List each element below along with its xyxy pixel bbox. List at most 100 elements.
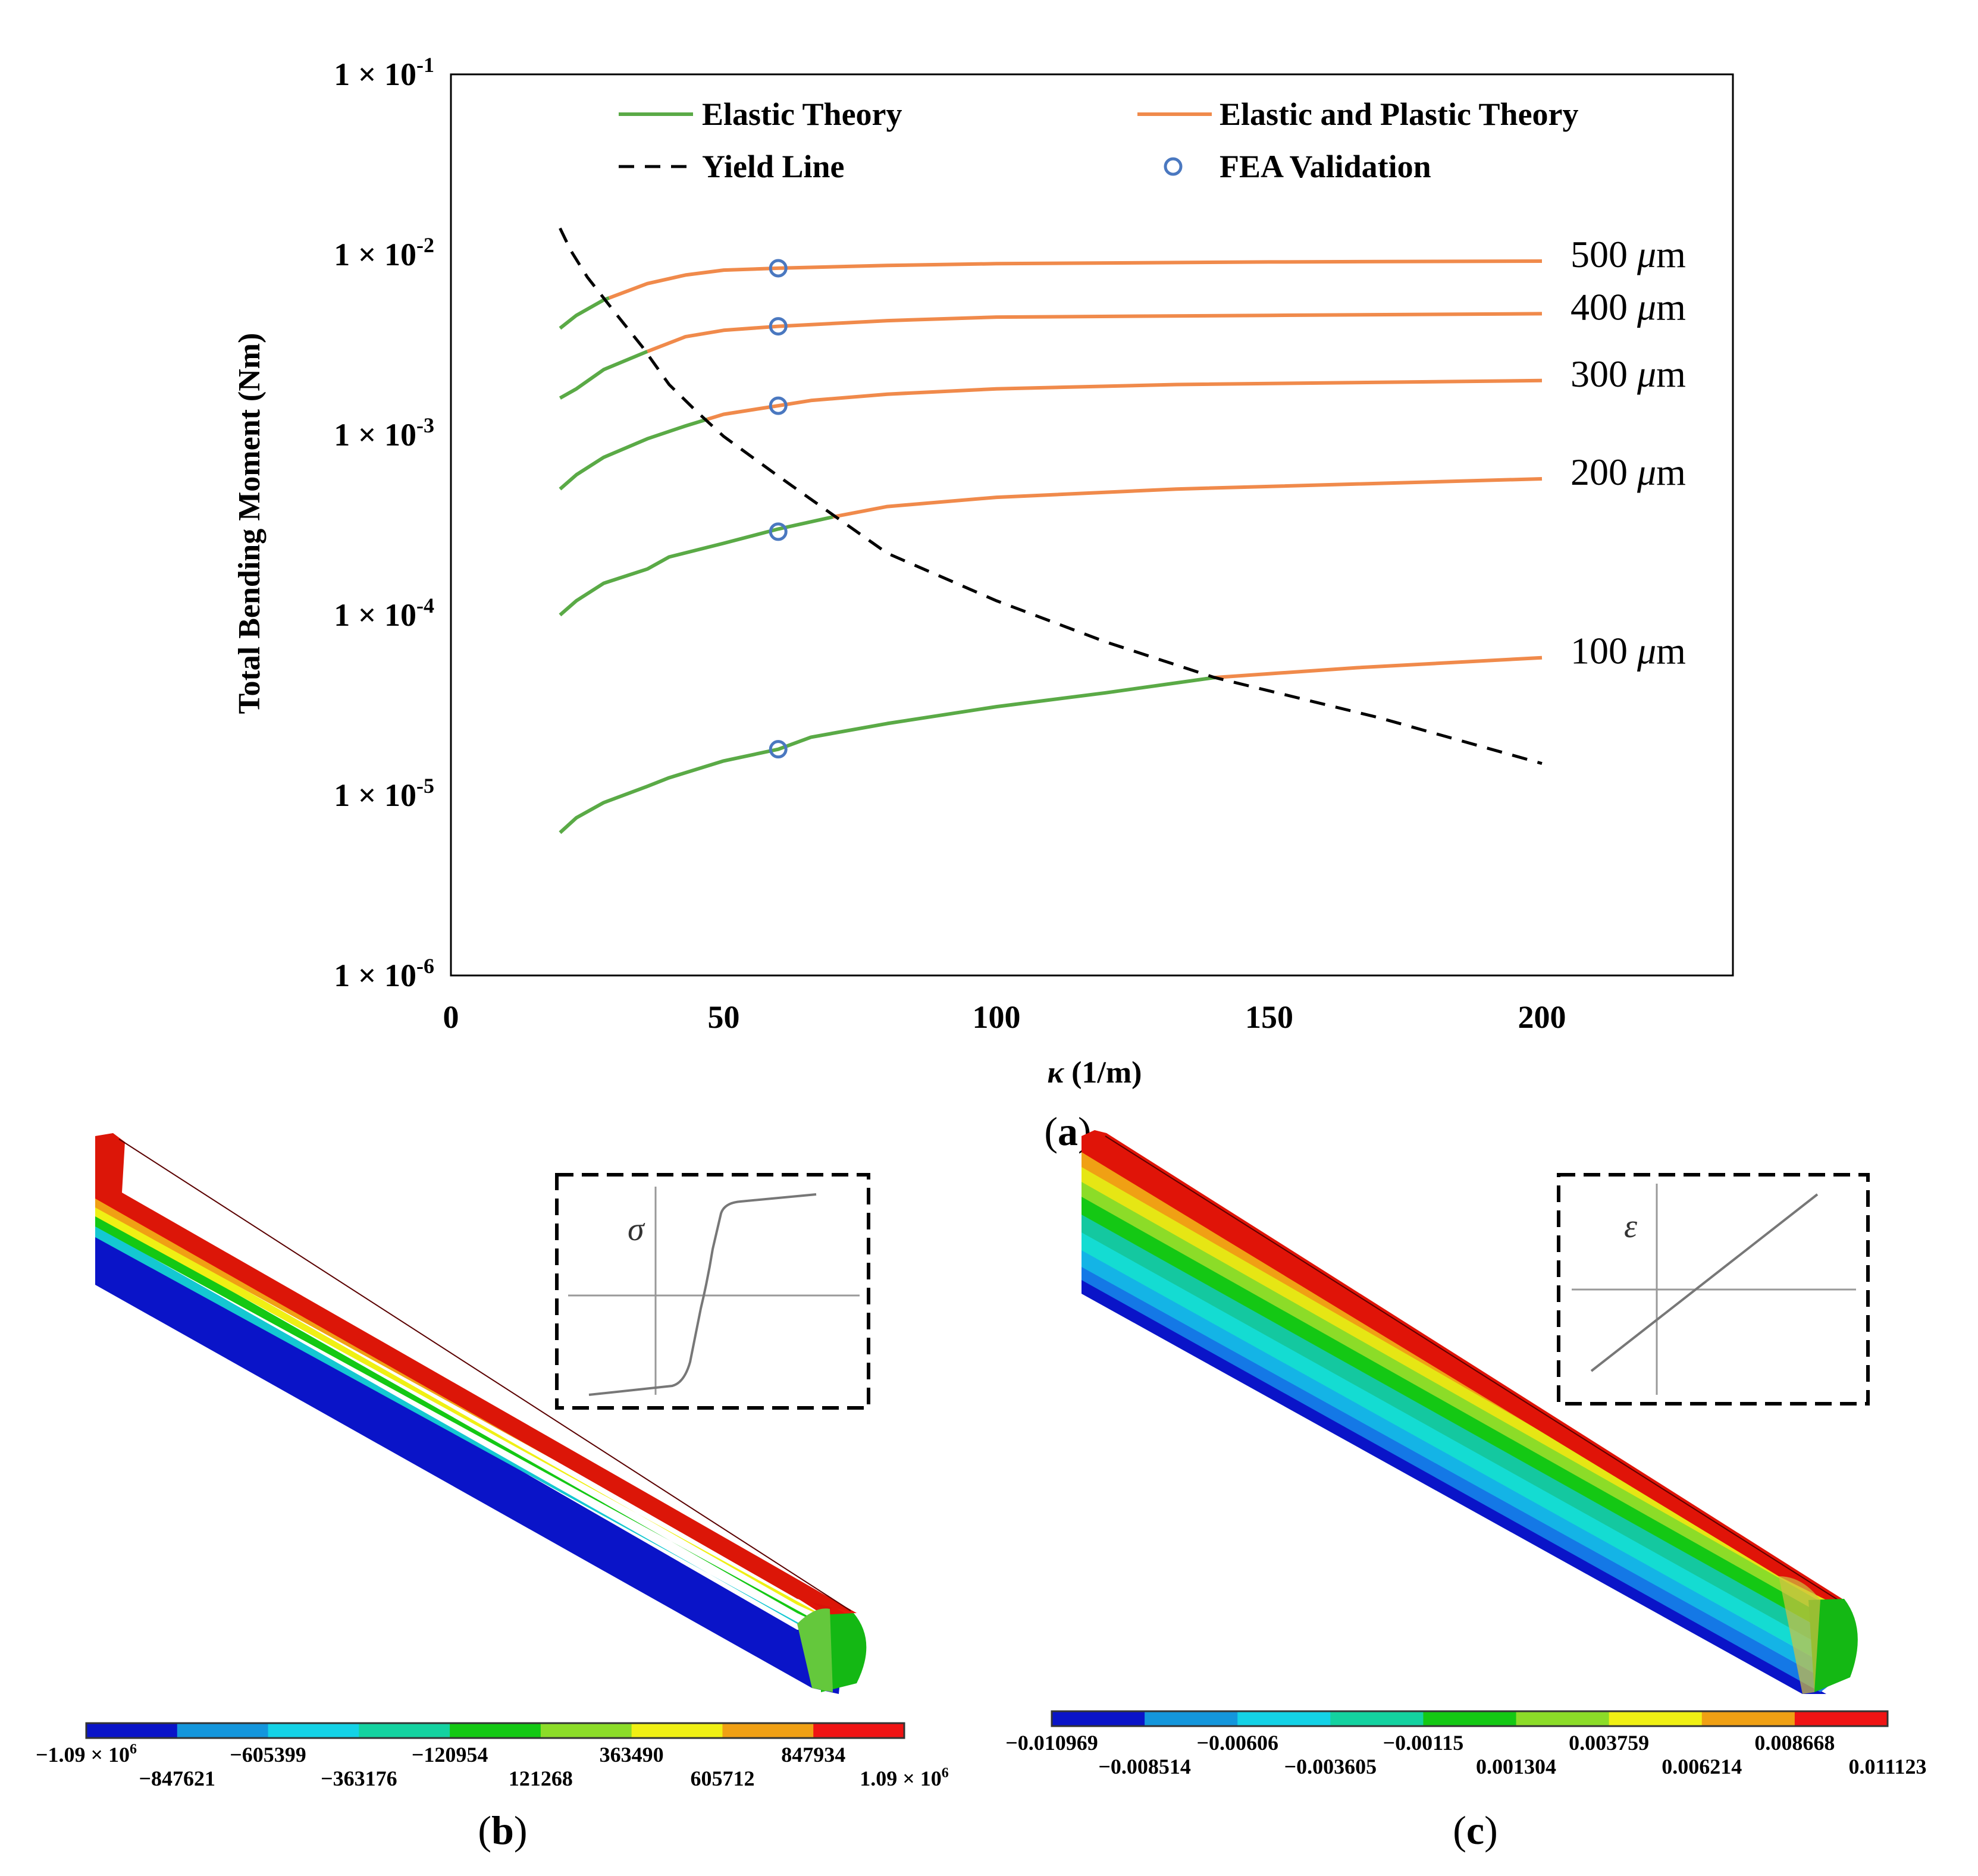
colorbar-cell xyxy=(540,1723,632,1738)
colorbar-tick-bottom: 1.09 × 106 xyxy=(860,1765,949,1790)
colorbar-tick-top: 363490 xyxy=(600,1743,664,1767)
x-axis-unit: (1/m) xyxy=(1071,1056,1142,1090)
colorbar-tick-bottom: 121268 xyxy=(509,1767,573,1790)
colorbar-tick-bottom: −0.003605 xyxy=(1284,1755,1377,1778)
colorbar-cell xyxy=(1701,1711,1795,1726)
colorbar-cell xyxy=(1423,1711,1517,1726)
colorbar-cell xyxy=(1330,1711,1424,1726)
y-tick-label: 1 × 10-6 xyxy=(334,954,434,993)
colorbar-b-cells xyxy=(86,1723,905,1738)
beam-c-band-yellow xyxy=(1082,1166,1844,1615)
beam-b-end-cap-shade xyxy=(797,1608,833,1692)
fea-point xyxy=(769,740,788,759)
colorbar-tick-top: −1.09 × 106 xyxy=(36,1742,137,1767)
x-tick-label: 50 xyxy=(708,999,740,1035)
beam-c-edge xyxy=(1105,1135,1839,1601)
fea-point xyxy=(769,317,788,336)
elastic-curve-100 xyxy=(559,676,1215,835)
colorbar-cell xyxy=(450,1723,541,1738)
y-tick-base: 1 × 10 xyxy=(334,237,416,272)
inset-c-symbol: ε xyxy=(1624,1208,1638,1245)
colorbar-tick-top: 0.008668 xyxy=(1754,1731,1835,1755)
colorbar-cell xyxy=(1052,1711,1145,1726)
beam-b-bottom-face xyxy=(95,1225,845,1694)
colorbar-tick-top: −0.00606 xyxy=(1196,1731,1278,1755)
colorbar-c-cells xyxy=(1052,1711,1888,1726)
beam-c xyxy=(1082,1130,1858,1694)
panel-a-letter: a xyxy=(1058,1109,1078,1154)
y-tick-label: 1 × 10-2 xyxy=(334,233,434,272)
plastic-curve-400 xyxy=(647,312,1543,353)
plot-frame xyxy=(450,73,1734,977)
inset-b-frame xyxy=(555,1173,870,1410)
y-tick-base: 1 × 10 xyxy=(334,958,416,993)
y-tick-exponent: -6 xyxy=(416,954,434,978)
beam-c-end-cap xyxy=(1808,1599,1858,1692)
colorbar-cell xyxy=(1516,1711,1610,1726)
colorbar-cell xyxy=(631,1723,723,1738)
colorbar-cell xyxy=(1794,1711,1888,1726)
panel-c: ε −0.010969 −0.00606 −0.00115 0.003759 0.008… xyxy=(1005,1130,1927,1853)
plastic-curve-200 xyxy=(832,477,1543,519)
y-tick-base: 1 × 10 xyxy=(334,597,416,633)
legend-label-fea: FEA Validation xyxy=(1220,149,1431,184)
y-axis-label: Total Bending Moment (Nm) xyxy=(233,333,267,714)
fea-point xyxy=(769,522,788,541)
legend-label-plastic: Elastic and Plastic Theory xyxy=(1220,96,1579,132)
colorbar-b-ticks: −1.09 × 106 −605399 −120954 363490 847934 −84… xyxy=(36,1742,949,1790)
fea-point xyxy=(769,396,788,415)
y-axis-ticks: 1 × 10-11 × 10-21 × 10-31 × 10-41 × 10-5… xyxy=(334,53,434,993)
inset-b-symbol: σ xyxy=(628,1211,645,1248)
y-tick-exponent: -4 xyxy=(416,594,434,617)
legend: Elastic Theory Elastic and Plastic Theor… xyxy=(619,96,1579,184)
yield-line xyxy=(559,227,1543,766)
plastic-curve-500 xyxy=(608,259,1543,300)
colorbar-cell xyxy=(813,1723,905,1738)
y-tick-base: 1 × 10 xyxy=(334,57,416,92)
colorbar-tick-top: 847934 xyxy=(781,1743,845,1767)
elastic-curve-400 xyxy=(559,350,648,400)
y-tick-label: 1 × 10-1 xyxy=(334,53,434,92)
beam-c-band-teal xyxy=(1082,1213,1844,1657)
elastic-curve-200 xyxy=(559,515,833,617)
y-tick-label: 1 × 10-4 xyxy=(334,594,434,633)
colorbar-cell xyxy=(1609,1711,1703,1726)
plastic-curve-100 xyxy=(1214,655,1543,680)
colorbar-tick-bottom: −363176 xyxy=(321,1767,397,1790)
legend-entry-yield: Yield Line xyxy=(619,149,845,184)
elastic-curve-300 xyxy=(559,418,708,491)
legend-entry-plastic: Elastic and Plastic Theory xyxy=(1137,96,1579,132)
curves-layer xyxy=(559,259,1543,835)
colorbar-cell xyxy=(1145,1711,1238,1726)
colorbar-tick-bottom: 0.011123 xyxy=(1848,1755,1926,1778)
legend-swatch-fea xyxy=(1164,157,1183,176)
legend-label-yield: Yield Line xyxy=(702,149,845,184)
panel-a-label: (a) xyxy=(1044,1109,1091,1154)
colorbar-tick-top: −0.010969 xyxy=(1005,1731,1098,1755)
series-label-400: 400 μm xyxy=(1571,286,1686,328)
y-tick-exponent: -1 xyxy=(416,53,434,77)
legend-entry-fea: FEA Validation xyxy=(1164,149,1431,184)
beam-c-band-lightblue xyxy=(1082,1266,1832,1692)
colorbar-c: −0.010969 −0.00606 −0.00115 0.003759 0.00866… xyxy=(1005,1710,1927,1778)
x-tick-label: 0 xyxy=(443,999,459,1035)
elastic-curve-500 xyxy=(559,296,610,330)
x-tick-label: 100 xyxy=(973,999,1021,1035)
colorbar-cell xyxy=(722,1723,814,1738)
inset-c-strain-curve xyxy=(1590,1193,1819,1372)
inset-b-stress-curve xyxy=(588,1193,817,1396)
colorbar-tick-bottom: 605712 xyxy=(690,1767,754,1790)
y-tick-base: 1 × 10 xyxy=(334,417,416,453)
beam-c-band-green xyxy=(1082,1196,1844,1642)
inset-b: σ xyxy=(555,1173,870,1410)
beam-c-band-lime xyxy=(1082,1181,1844,1627)
panel-b-letter: b xyxy=(491,1808,514,1853)
y-tick-base: 1 × 10 xyxy=(334,777,416,813)
x-axis-label: κ (1/m) xyxy=(1048,1056,1142,1090)
y-tick-label: 1 × 10-3 xyxy=(334,413,434,453)
series-label-100: 100 μm xyxy=(1571,630,1686,672)
beam-c-band-skyblue xyxy=(1082,1249,1838,1683)
x-tick-label: 150 xyxy=(1245,999,1293,1035)
colorbar-tick-bottom: −0.008514 xyxy=(1098,1755,1191,1778)
